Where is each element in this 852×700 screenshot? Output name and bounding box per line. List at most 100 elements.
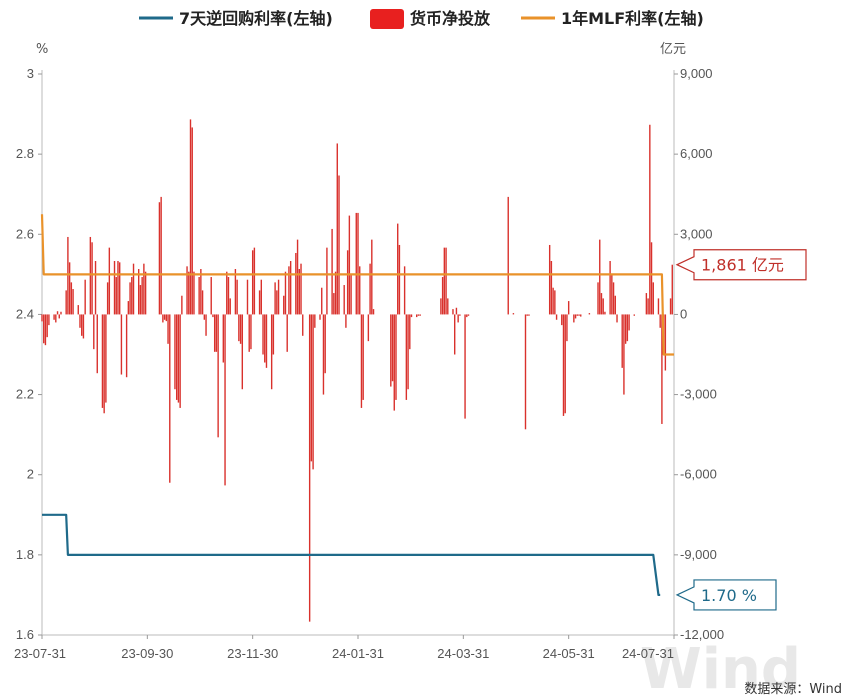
- net-injection-bar: [457, 314, 459, 323]
- net-injection-bar: [91, 242, 93, 315]
- net-injection-bar: [138, 269, 140, 315]
- net-injection-bar: [604, 311, 606, 315]
- net-injection-bar: [393, 314, 395, 411]
- net-injection-bar: [264, 314, 266, 363]
- net-injection-bar: [310, 314, 313, 462]
- net-injection-bar: [191, 127, 193, 315]
- net-injection-bar: [131, 277, 133, 315]
- right-axis-unit: 亿元: [660, 42, 686, 57]
- net-injection-bar: [369, 263, 371, 315]
- callouts: 1,861 亿元 1.70 %: [675, 249, 807, 611]
- net-injection-bar: [333, 293, 335, 315]
- net-injection-bar: [326, 247, 328, 315]
- right-tick-label: -12,000: [680, 627, 724, 642]
- net-injection-bar: [609, 261, 611, 315]
- net-injection-bar: [359, 266, 361, 315]
- net-injection-bar: [669, 298, 672, 315]
- net-injection-bar: [602, 298, 604, 315]
- net-injection-bar: [46, 314, 48, 338]
- net-injection-bar: [141, 277, 143, 315]
- net-injection-bar: [647, 298, 649, 315]
- net-injection-bar: [580, 314, 582, 317]
- net-injection-bar: [395, 314, 397, 400]
- net-injection-bar: [189, 119, 192, 315]
- net-injection-bar: [312, 314, 314, 470]
- net-injection-bar: [79, 314, 81, 328]
- net-injection-bar: [398, 244, 401, 315]
- net-injection-bar: [251, 250, 254, 315]
- callout-reverse-repo-label: 1.70 %: [701, 586, 757, 605]
- left-tick-label: 2.6: [16, 226, 34, 241]
- left-tick-label: 3: [27, 66, 34, 81]
- right-tick-label: 9,000: [680, 66, 713, 81]
- net-injection-bar: [362, 314, 364, 400]
- net-injection-bar: [188, 271, 190, 315]
- net-injection-bar: [578, 314, 580, 316]
- net-injection-bar: [357, 212, 359, 315]
- net-injection-bar: [106, 282, 109, 315]
- net-injection-bar: [454, 314, 456, 355]
- net-injection-bar: [348, 215, 351, 315]
- net-injection-bar: [443, 247, 446, 315]
- net-injection-bar: [343, 285, 345, 315]
- net-injection-bar: [526, 314, 528, 316]
- net-injection-bar: [284, 271, 287, 315]
- net-injection-bar: [270, 314, 273, 390]
- net-injection-bar: [162, 314, 164, 323]
- net-injection-bar: [117, 261, 119, 315]
- net-injection-bar: [324, 314, 326, 374]
- net-injection-bar: [68, 262, 71, 315]
- net-injection-bar: [548, 244, 551, 315]
- net-injection-bar: [562, 314, 565, 416]
- net-injection-bar: [201, 290, 204, 315]
- net-injection-bar: [224, 314, 226, 486]
- left-tick-label: 2.8: [16, 146, 34, 161]
- net-injection-bar: [574, 314, 577, 319]
- net-injection-bar: [179, 314, 181, 408]
- left-tick-label: 1.6: [16, 627, 34, 642]
- net-injection-bar: [139, 285, 142, 315]
- net-injection-bar: [103, 314, 105, 414]
- net-injection-bar: [238, 314, 240, 342]
- right-tick-label: 3,000: [680, 226, 713, 241]
- net-injection-bar: [41, 314, 43, 322]
- callout-net-injection-label: 1,861 亿元: [701, 256, 784, 275]
- net-injection-bar: [650, 242, 653, 315]
- net-injection-bar: [289, 261, 292, 315]
- mlf-rate-line: [40, 214, 674, 356]
- net-injection-bar: [239, 314, 242, 344]
- net-injection-bar: [664, 314, 667, 371]
- net-injection-bar: [67, 236, 69, 315]
- net-injection-bar: [43, 314, 45, 344]
- net-injection-bar: [200, 269, 202, 315]
- right-tick-label: 0: [680, 306, 687, 321]
- net-injection-bar: [81, 314, 83, 336]
- net-injection-bar: [397, 223, 399, 315]
- net-injection-bar: [125, 314, 128, 378]
- net-injection-bar: [213, 314, 216, 352]
- line-series: [40, 214, 674, 597]
- net-injection-bar: [174, 314, 176, 390]
- net-injection-bar: [512, 313, 515, 315]
- net-injection-bar: [248, 314, 250, 352]
- net-injection-bar: [167, 314, 169, 344]
- bar-series-net-injection: [41, 119, 673, 622]
- net-injection-bar: [645, 293, 648, 315]
- net-injection-bar: [576, 314, 578, 316]
- net-injection-bar: [53, 314, 55, 320]
- net-injection-bar: [165, 314, 168, 322]
- net-injection-bar: [186, 266, 188, 315]
- net-injection-bar: [193, 271, 195, 315]
- net-injection-bar: [321, 287, 323, 315]
- net-injection-bar: [72, 289, 74, 315]
- net-injection-bar: [258, 290, 261, 315]
- net-injection-bar: [296, 239, 299, 315]
- net-injection-bar: [96, 314, 98, 374]
- net-injection-bar: [552, 287, 554, 315]
- net-injection-bar: [447, 298, 449, 315]
- net-injection-bar: [624, 314, 627, 344]
- net-injection-bar: [661, 314, 663, 424]
- net-injection-bar: [416, 314, 418, 318]
- net-injection-bar: [65, 290, 67, 315]
- net-injection-bar: [567, 301, 570, 315]
